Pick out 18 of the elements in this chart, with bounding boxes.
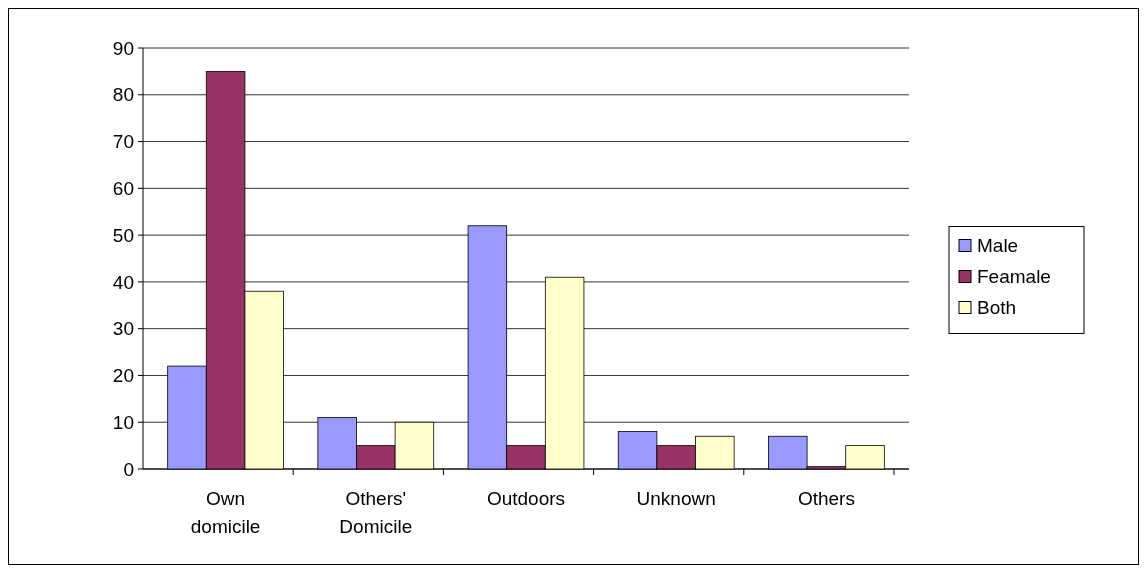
x-tick-label: Others' Domicile [339,488,413,537]
y-tick-label: 10 [112,411,134,433]
x-tick-label: Others [797,488,855,509]
y-tick-label: 20 [112,365,134,387]
legend-label: Both [977,297,1017,319]
legend-label: Male [977,235,1019,257]
x-tick-label: Own domicile [190,488,261,537]
y-tick-label: 50 [112,224,134,246]
y-tick-label: 0 [123,458,134,480]
y-tick-label: 70 [112,131,134,153]
y-tick-label: 60 [112,177,134,199]
y-tick-label: 90 [112,37,134,59]
y-tick-label: 40 [112,271,134,293]
x-tick-label: Outdoors [486,488,566,509]
y-tick-label: 30 [112,318,134,340]
x-tick-label: Unknown [636,488,716,509]
legend-label: Feamale [977,266,1051,288]
y-tick-label: 80 [112,84,134,106]
